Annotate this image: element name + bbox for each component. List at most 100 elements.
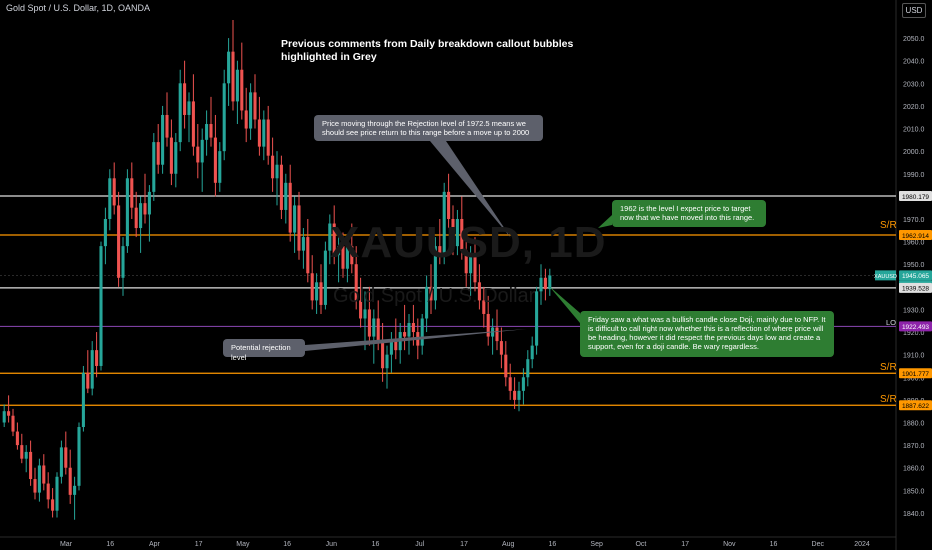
candle-body-down: [95, 350, 99, 366]
candle-body-down: [20, 445, 24, 459]
level-tag-sr-1887: [899, 400, 932, 411]
price-tick-label: 2040.0: [903, 59, 925, 66]
price-tick-label: 1920.0: [903, 330, 925, 337]
currency-button[interactable]: USD: [902, 3, 926, 18]
candle-body-down: [354, 264, 358, 301]
candle-body-down: [244, 110, 248, 129]
grey-callout-rejection-1972[interactable]: Price moving through the Rejection level…: [314, 115, 543, 141]
candle-body-down: [130, 178, 134, 208]
candle-body-up: [275, 164, 279, 179]
candle-body-up: [323, 250, 327, 305]
candle-body-up: [152, 142, 156, 192]
candle-body-down: [86, 372, 90, 389]
candle-body-up: [284, 182, 288, 210]
candle-body-up: [73, 485, 77, 495]
candle-body-up: [262, 119, 266, 147]
candle-body-up: [81, 372, 85, 428]
candle-body-up: [420, 318, 424, 346]
candle-body-up: [125, 178, 129, 247]
candle-body-up: [455, 218, 459, 247]
time-tick-label: May: [236, 541, 250, 548]
candle-body-down: [297, 205, 301, 251]
green-callout-1962-target[interactable]: 1962 is the level I expect price to targ…: [612, 200, 766, 227]
candle-body-up: [227, 51, 231, 84]
time-tick-label: 16: [549, 541, 557, 548]
lo-label: LO: [886, 318, 897, 327]
candle-body-down: [332, 223, 336, 256]
level-tag-text-white-resistance: 1980.179: [902, 194, 929, 201]
candle-body-up: [24, 451, 28, 459]
green-callout-friday-doji[interactable]: Friday saw a what was a bullish candle c…: [580, 311, 834, 357]
candle-body-down: [367, 309, 371, 337]
candle-body-down: [46, 483, 50, 500]
candle-body-up: [425, 286, 429, 319]
candle-body-down: [381, 341, 385, 369]
time-tick-label: Apr: [149, 541, 161, 548]
grey-callout-potential-rejection[interactable]: Potential rejection level: [223, 339, 305, 362]
price-tick-label: 1880.0: [903, 421, 925, 428]
symbol-tag: [875, 270, 896, 281]
level-tag-text-last-price: 1945.065: [902, 273, 929, 280]
price-tick-label: 2030.0: [903, 81, 925, 88]
grey-callout-2-pointer: [305, 329, 527, 351]
candle-body-up: [77, 427, 81, 486]
candle-body-down: [279, 164, 283, 210]
candle-body-down: [15, 431, 19, 446]
candle-body-down: [460, 218, 464, 251]
candle-body-up: [103, 218, 107, 247]
time-tick-label: 16: [283, 541, 291, 548]
candle-body-down: [438, 246, 442, 256]
candle-body-up: [178, 83, 182, 143]
candle-body-down: [112, 178, 116, 206]
candle-body-down: [310, 273, 314, 301]
time-tick-label: 17: [681, 541, 689, 548]
candle-body-down: [350, 246, 354, 265]
price-tick-label: 2050.0: [903, 36, 925, 43]
candle-body-down: [29, 451, 33, 480]
candle-body-down: [394, 341, 398, 351]
candle-body-down: [266, 119, 270, 156]
watermark-ticker: XAUUSD, 1D: [330, 218, 607, 267]
time-tick-label: 16: [106, 541, 114, 548]
price-tick-label: 1970.0: [903, 217, 925, 224]
candle-body-up: [469, 255, 473, 274]
candle-body-up: [345, 246, 349, 269]
candle-body-up: [59, 447, 63, 477]
candle-body-up: [526, 359, 530, 378]
candle-body-up: [235, 69, 239, 102]
time-tick-label: Oct: [635, 541, 646, 548]
candle-body-up: [37, 465, 41, 493]
candle-body-up: [530, 345, 534, 360]
symbol-tag-text: XAUUSD: [874, 274, 897, 280]
candle-body-up: [385, 354, 389, 369]
candle-body-down: [429, 286, 433, 301]
candle-body-down: [257, 119, 261, 147]
candle-body-down: [482, 300, 486, 314]
candle-body-down: [209, 124, 213, 138]
time-tick-label: Mar: [60, 541, 73, 548]
candle-body-up: [293, 205, 297, 233]
candle-body-up: [205, 124, 209, 140]
candle-body-down: [451, 218, 455, 247]
candle-body-up: [328, 223, 332, 251]
candle-body-down: [196, 146, 200, 163]
sr-label-1887: S/R: [880, 394, 897, 405]
candle-body-down: [403, 332, 407, 337]
candle-body-down: [499, 341, 503, 355]
candle-body-down: [231, 51, 235, 102]
candle-body-down: [143, 203, 147, 215]
candle-body-down: [513, 390, 517, 400]
candle-body-up: [249, 92, 253, 129]
time-tick-label: 16: [770, 541, 778, 548]
level-tag-text-sr-1887: 1887.622: [902, 403, 929, 410]
candle-body-down: [447, 191, 451, 219]
candle-body-down: [495, 327, 499, 342]
candle-body-up: [548, 275, 552, 290]
level-tag-sr-1962: [899, 230, 932, 241]
price-tick-label: 1870.0: [903, 443, 925, 450]
level-tag-sr-1901: [899, 368, 932, 379]
level-tag-text-lo-level: 1922.493: [902, 324, 929, 331]
time-tick-label: 17: [460, 541, 468, 548]
candle-body-down: [213, 137, 217, 183]
